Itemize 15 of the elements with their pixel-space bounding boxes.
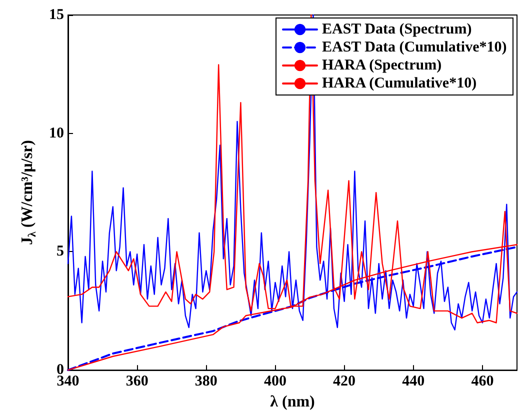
x-tick-label: 380 [194, 374, 218, 390]
legend-label: EAST Data (Spectrum) [322, 22, 472, 38]
x-tick-label: 460 [471, 374, 494, 390]
x-tick-label: 420 [333, 374, 356, 390]
y-tick-label: 15 [49, 7, 64, 23]
legend-label: HARA (Cumulative*10) [322, 76, 477, 92]
legend-label: HARA (Spectrum) [322, 58, 442, 74]
x-tick-label: 360 [126, 374, 148, 390]
legend-label: EAST Data (Cumulative*10) [322, 40, 507, 56]
y-tick-label: 5 [56, 244, 64, 260]
x-axis-title: λ (nm) [270, 394, 315, 410]
x-tick-label: 400 [264, 374, 286, 390]
y-axis-title: Jλ (W/cm³/μ/sr) [19, 140, 38, 246]
x-tick-label: 440 [402, 374, 425, 390]
y-tick-label: 10 [49, 125, 64, 142]
